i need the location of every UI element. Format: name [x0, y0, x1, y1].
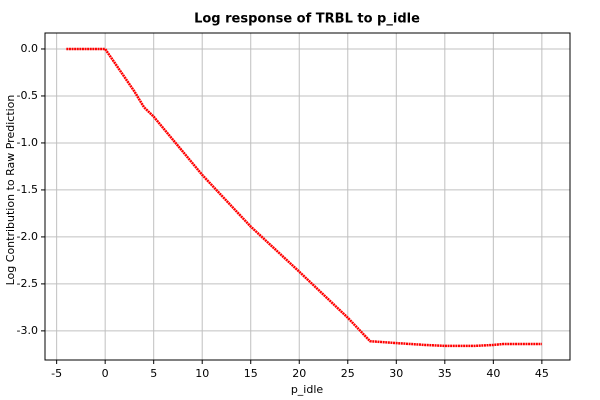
- x-tick-label: 20: [292, 367, 306, 380]
- x-tick-label: 5: [150, 367, 157, 380]
- data-line: [66, 47, 542, 348]
- y-tick-label: 0.0: [21, 42, 39, 55]
- x-tick-label: 35: [438, 367, 452, 380]
- plot-frame: [44, 32, 571, 361]
- x-tick-label: -5: [51, 367, 62, 380]
- y-axis-label: Log Contribution to Raw Prediction: [4, 95, 17, 286]
- chart-title: Log response of TRBL to p_idle: [194, 12, 420, 27]
- x-tick-label: 10: [195, 367, 209, 380]
- y-tick-label: -2.5: [17, 277, 38, 290]
- y-tick-label: -3.0: [17, 324, 38, 337]
- x-tick-label: 45: [535, 367, 549, 380]
- x-tick-label: 30: [389, 367, 403, 380]
- y-tick-label: -1.0: [17, 136, 38, 149]
- x-tick-label: 40: [486, 367, 500, 380]
- x-tick-label: 25: [341, 367, 355, 380]
- y-tick-label: -2.0: [17, 230, 38, 243]
- y-tick-label: -1.5: [17, 183, 38, 196]
- y-tick-label: -0.5: [17, 89, 38, 102]
- x-axis-label: p_idle: [291, 383, 324, 396]
- x-tick-label: 0: [102, 367, 109, 380]
- x-tick-label: 15: [244, 367, 258, 380]
